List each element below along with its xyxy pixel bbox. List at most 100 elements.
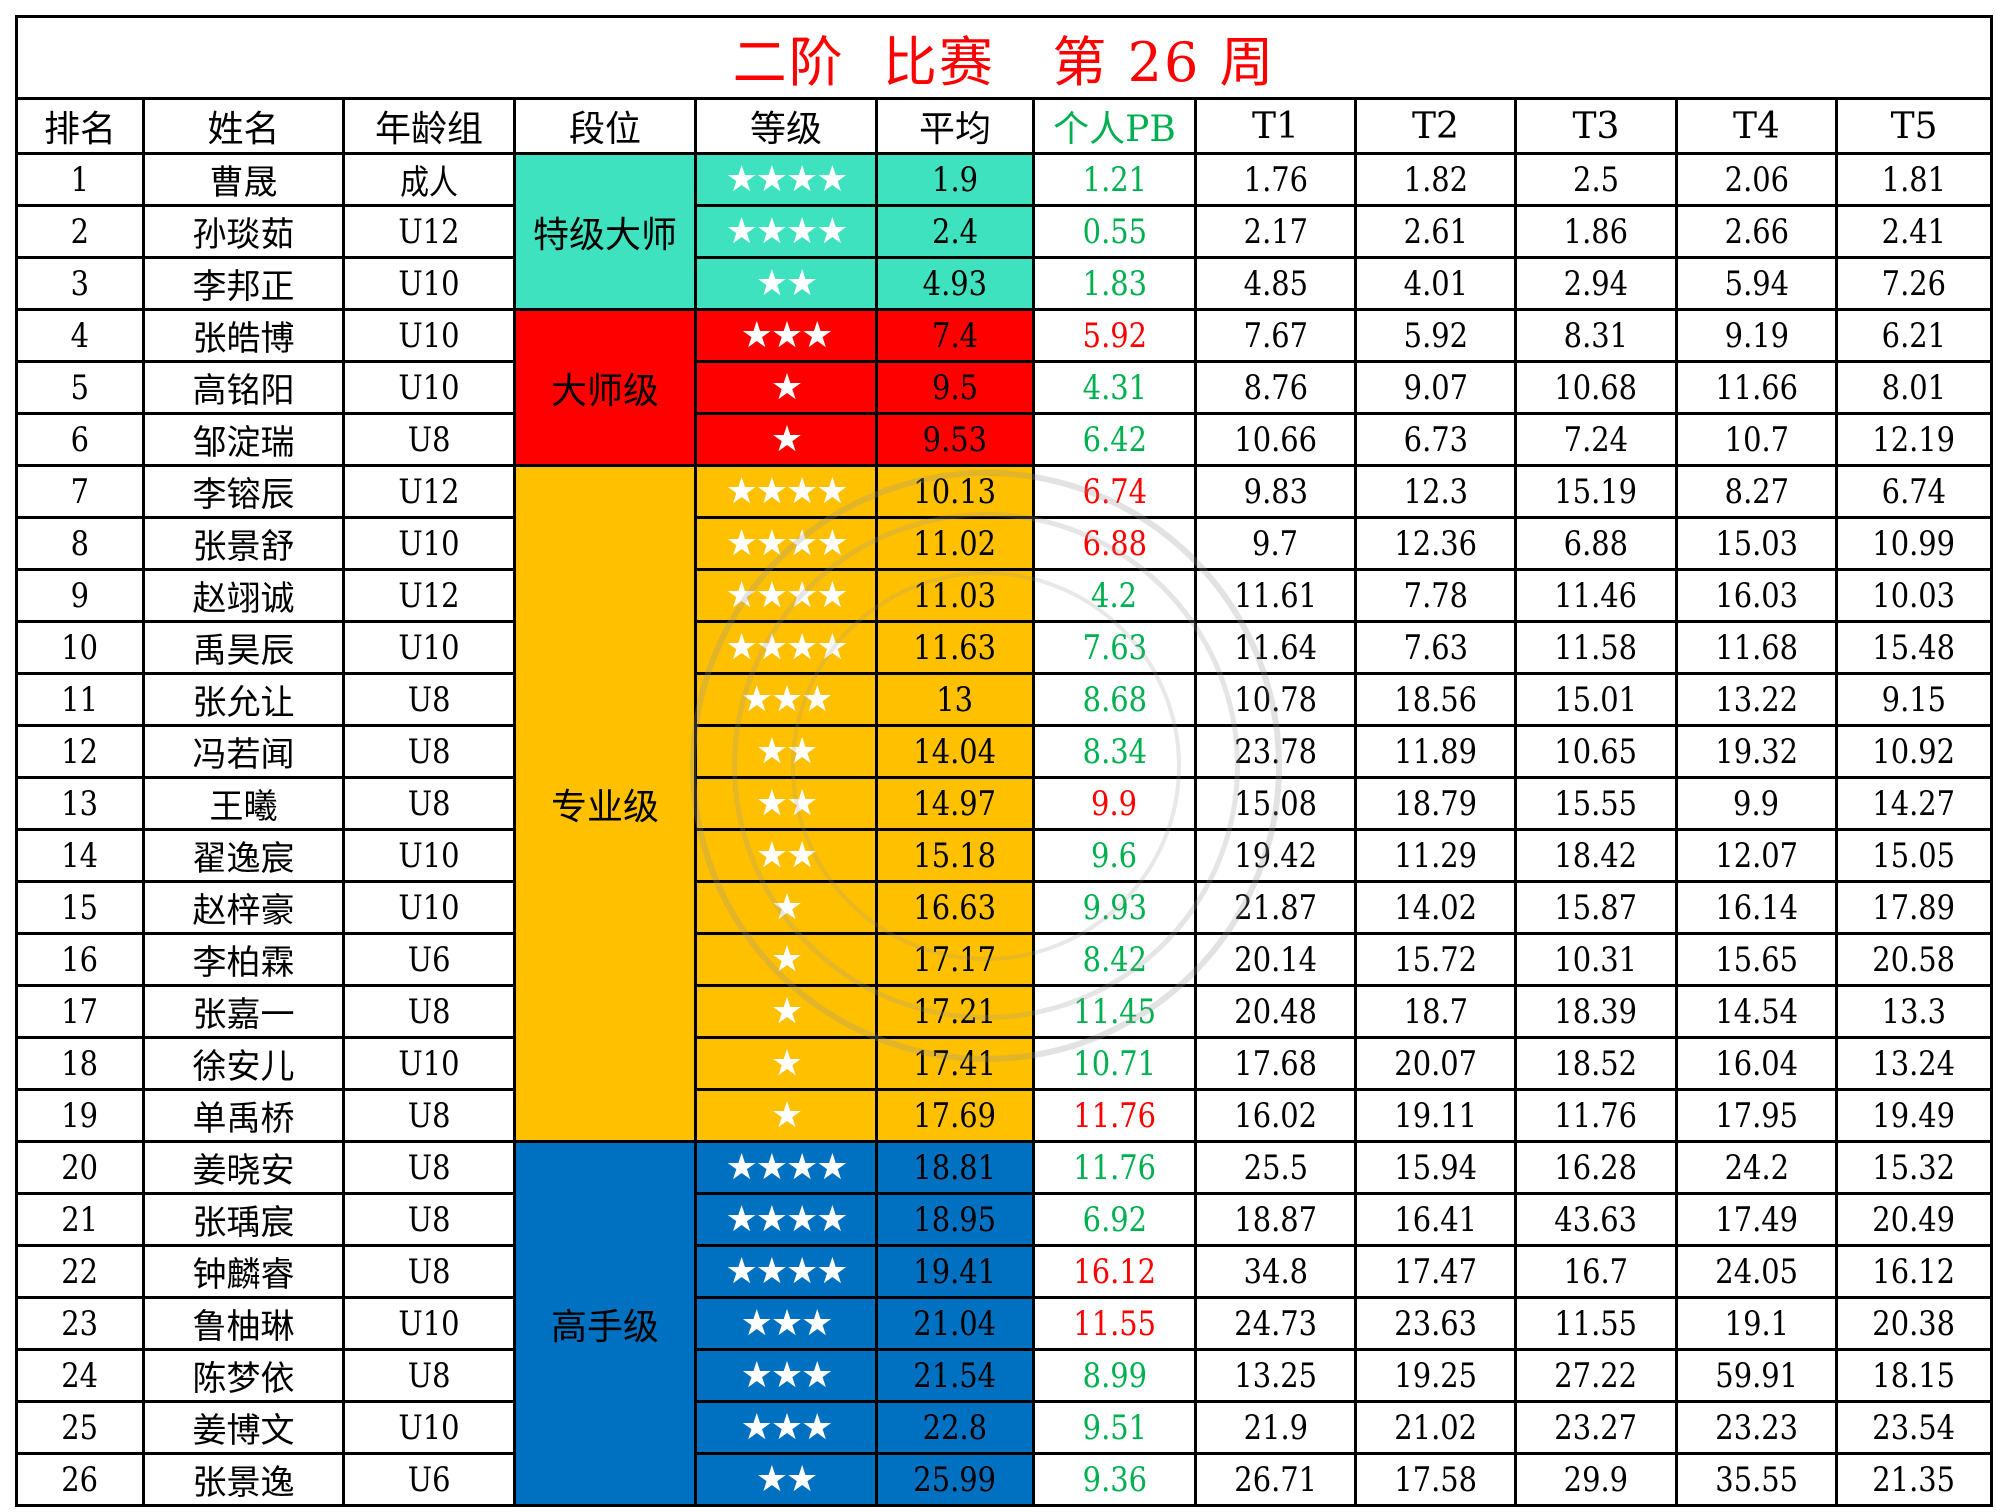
t2-cell-text: 12.36: [1394, 523, 1477, 564]
name-cell-text: 翟逸宸: [192, 839, 295, 879]
age-group-cell-text: U10: [398, 523, 460, 564]
name-cell-text: 张景舒: [192, 527, 295, 567]
t1-cell: 21.9: [1194, 1400, 1357, 1455]
age-group-cell: U8: [342, 1088, 516, 1143]
name-cell-text: 鲁柚琳: [192, 1307, 295, 1347]
star-rating-icons: ★★★: [740, 1303, 834, 1344]
age-group-cell-text: U6: [407, 939, 451, 980]
table-row: 17 张嘉一 U8 ★ 17.21 11.45 20.48 18.7 18.39 14.54 13.…: [15, 984, 1994, 1039]
t4-cell-text: 9.9: [1733, 783, 1780, 824]
t3-cell: 6.88: [1514, 516, 1678, 571]
rank-cell-text: 11: [61, 679, 99, 720]
personal-best-cell-text: 8.34: [1082, 731, 1147, 772]
t1-cell-text: 20.48: [1234, 991, 1317, 1032]
t2-cell-text: 20.07: [1394, 1043, 1477, 1084]
t5-cell-text: 1.81: [1881, 159, 1947, 200]
rank-cell-text: 17: [61, 991, 99, 1032]
t5-cell-text: 20.49: [1872, 1199, 1956, 1240]
age-group-cell: U8: [342, 724, 516, 779]
t2-cell: 12.36: [1354, 516, 1517, 571]
name-cell-text: 赵翊诚: [192, 579, 295, 619]
tier-cell: 大师级: [513, 308, 697, 467]
t2-cell: 1.82: [1354, 152, 1517, 207]
name-cell: 王曦: [142, 776, 345, 831]
average-cell-text: 11.03: [913, 575, 997, 616]
name-cell: 李邦正: [142, 256, 345, 311]
age-group-cell: U8: [342, 1140, 516, 1195]
t3-cell: 2.5: [1514, 152, 1678, 207]
name-cell-text: 张瑀宸: [192, 1203, 295, 1243]
tier-cell: 特级大师: [513, 152, 697, 311]
t3-cell: 43.63: [1514, 1192, 1678, 1247]
level-cell: ★★★: [694, 672, 878, 727]
t4-cell-text: 11.68: [1715, 627, 1798, 668]
t1-cell: 17.68: [1194, 1036, 1357, 1091]
age-group-cell: U8: [342, 1348, 516, 1403]
t2-cell-text: 11.29: [1394, 835, 1477, 876]
rank-cell-text: 6: [70, 419, 90, 460]
personal-best-cell: 7.63: [1032, 620, 1197, 675]
name-cell: 张皓博: [142, 308, 345, 363]
rank-cell: 22: [15, 1244, 145, 1299]
level-cell: ★★: [694, 776, 878, 831]
personal-best-cell: 11.76: [1032, 1140, 1197, 1195]
t3-cell-text: 23.27: [1554, 1407, 1638, 1448]
t5-cell-text: 15.48: [1872, 627, 1956, 668]
name-cell: 翟逸宸: [142, 828, 345, 883]
t4-cell: 14.54: [1675, 984, 1838, 1039]
t5-cell: 15.05: [1834, 828, 1994, 883]
average-cell-text: 9.53: [922, 419, 988, 460]
age-group-cell-text: U12: [398, 575, 460, 616]
t3-cell-text: 15.01: [1554, 679, 1638, 720]
age-group-cell: U8: [342, 1244, 516, 1299]
header-average: 平均: [875, 97, 1035, 155]
rank-cell: 1: [15, 152, 145, 207]
t1-cell: 26.71: [1194, 1452, 1357, 1507]
t2-cell-text: 15.72: [1394, 939, 1477, 980]
t2-cell: 20.07: [1354, 1036, 1517, 1091]
star-rating-icons: ★: [770, 939, 803, 980]
table-row: 6 邹淀瑞 U8 ★ 9.53 6.42 10.66 6.73 7.24 10.7 12.19: [15, 412, 1994, 467]
t3-cell-text: 18.39: [1554, 991, 1638, 1032]
personal-best-cell: 1.83: [1032, 256, 1197, 311]
rank-cell: 17: [15, 984, 145, 1039]
t4-cell-text: 24.2: [1724, 1147, 1789, 1188]
level-cell: ★★★★: [694, 1140, 878, 1195]
rank-cell: 16: [15, 932, 145, 987]
t1-cell: 20.48: [1194, 984, 1357, 1039]
table-row: 15 赵梓豪 U10 ★ 16.63 9.93 21.87 14.02 15.87 16.14 17…: [15, 880, 1994, 935]
average-cell-text: 15.18: [913, 835, 997, 876]
name-cell: 陈梦依: [142, 1348, 345, 1403]
header-age-group: 年龄组: [342, 97, 516, 155]
average-cell: 11.02: [875, 516, 1035, 571]
table-row: 7 李镕辰 U12 专业级 ★★★★ 10.13 6.74 9.83 12.3 15.19 8.27…: [15, 464, 1994, 1143]
average-cell: 13: [875, 672, 1035, 727]
t5-cell: 9.15: [1834, 672, 1994, 727]
t5-cell: 20.38: [1834, 1296, 1994, 1351]
personal-best-cell: 4.31: [1032, 360, 1197, 415]
personal-best-cell: 4.2: [1032, 568, 1197, 623]
t2-cell-text: 15.94: [1394, 1147, 1477, 1188]
age-group-cell: U10: [342, 880, 516, 935]
age-group-cell-text: 成人: [400, 163, 458, 203]
tier-cell: 高手级: [513, 1140, 697, 1507]
average-cell-text: 19.41: [913, 1251, 997, 1292]
t3-cell-text: 7.24: [1563, 419, 1629, 460]
table-row: 5 高铭阳 U10 ★ 9.5 4.31 8.76 9.07 10.68 11.66 8.01: [15, 360, 1994, 415]
name-cell-text: 李镕辰: [192, 475, 295, 515]
personal-best-cell-text: 6.74: [1082, 471, 1147, 512]
average-cell-text: 25.99: [913, 1459, 997, 1500]
t5-cell-text: 21.35: [1872, 1459, 1956, 1500]
t1-cell-text: 19.42: [1234, 835, 1317, 876]
level-cell: ★★★★: [694, 568, 878, 623]
t1-cell: 7.67: [1194, 308, 1357, 363]
t1-cell: 4.85: [1194, 256, 1357, 311]
t4-cell: 35.55: [1675, 1452, 1838, 1507]
rank-cell-text: 23: [61, 1303, 99, 1344]
t5-cell-text: 23.54: [1872, 1407, 1956, 1448]
t4-cell: 10.7: [1675, 412, 1838, 467]
personal-best-cell-text: 1.21: [1082, 159, 1147, 200]
rank-cell: 9: [15, 568, 145, 623]
personal-best-cell: 9.36: [1032, 1452, 1197, 1507]
t3-cell-text: 43.63: [1554, 1199, 1638, 1240]
